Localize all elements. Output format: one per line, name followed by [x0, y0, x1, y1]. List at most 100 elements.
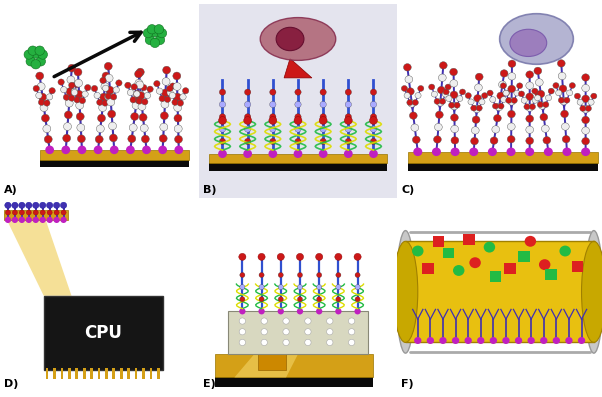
Circle shape [537, 90, 545, 98]
Circle shape [565, 337, 573, 344]
Circle shape [511, 98, 517, 103]
Circle shape [131, 84, 137, 90]
Bar [142, 368, 145, 380]
Circle shape [336, 272, 341, 278]
Circle shape [277, 253, 284, 260]
Circle shape [588, 99, 594, 105]
Circle shape [64, 123, 72, 131]
Circle shape [454, 102, 460, 108]
Circle shape [559, 85, 567, 93]
Bar [127, 368, 130, 380]
Circle shape [173, 72, 181, 80]
Circle shape [320, 126, 326, 132]
Circle shape [60, 217, 67, 223]
Circle shape [487, 90, 493, 96]
Circle shape [244, 89, 251, 95]
Circle shape [436, 99, 444, 106]
Circle shape [305, 339, 311, 345]
Circle shape [270, 114, 276, 120]
Circle shape [239, 329, 246, 335]
Circle shape [219, 89, 226, 95]
Circle shape [45, 135, 52, 143]
Circle shape [128, 89, 134, 96]
Circle shape [442, 91, 448, 97]
Circle shape [218, 150, 227, 158]
Circle shape [76, 102, 84, 109]
Circle shape [412, 246, 424, 256]
Circle shape [5, 210, 10, 215]
Circle shape [503, 90, 509, 96]
Circle shape [355, 297, 360, 302]
Circle shape [159, 95, 166, 102]
Circle shape [167, 85, 173, 92]
Circle shape [556, 90, 562, 96]
Circle shape [110, 94, 117, 100]
Circle shape [61, 210, 66, 215]
Ellipse shape [585, 231, 602, 353]
Circle shape [433, 136, 441, 143]
Circle shape [130, 97, 137, 103]
Circle shape [219, 101, 226, 108]
Circle shape [320, 89, 326, 95]
Circle shape [498, 81, 506, 88]
Circle shape [578, 337, 585, 344]
Circle shape [54, 217, 60, 223]
Circle shape [429, 84, 435, 90]
Circle shape [515, 337, 523, 344]
Circle shape [370, 126, 377, 132]
Circle shape [477, 337, 485, 344]
Polygon shape [408, 152, 598, 164]
Circle shape [138, 103, 146, 110]
Circle shape [42, 114, 49, 122]
Bar [518, 251, 530, 262]
Circle shape [355, 308, 361, 314]
Polygon shape [208, 164, 388, 171]
Circle shape [163, 66, 170, 74]
Circle shape [106, 86, 114, 94]
Circle shape [585, 106, 591, 112]
Circle shape [403, 64, 411, 71]
Circle shape [497, 92, 504, 100]
Circle shape [569, 83, 576, 89]
Bar [545, 269, 557, 280]
Circle shape [317, 297, 321, 302]
Bar [442, 247, 455, 258]
Circle shape [354, 253, 361, 260]
Circle shape [560, 98, 568, 105]
Circle shape [138, 91, 144, 97]
Circle shape [432, 91, 438, 97]
Bar [572, 261, 583, 272]
Circle shape [139, 114, 147, 121]
Circle shape [283, 329, 289, 335]
Circle shape [344, 117, 352, 124]
Circle shape [36, 92, 42, 98]
Circle shape [239, 253, 246, 260]
Circle shape [19, 202, 25, 208]
Circle shape [534, 67, 542, 75]
Circle shape [492, 126, 500, 133]
Circle shape [327, 339, 333, 345]
Circle shape [452, 337, 459, 344]
Circle shape [33, 85, 40, 92]
Circle shape [164, 96, 170, 102]
Circle shape [526, 126, 533, 133]
Circle shape [345, 89, 352, 95]
Circle shape [219, 126, 226, 132]
Bar [82, 368, 85, 380]
Circle shape [174, 104, 182, 112]
Circle shape [239, 308, 246, 314]
Circle shape [173, 93, 181, 101]
Circle shape [144, 93, 150, 98]
Circle shape [137, 92, 145, 100]
Circle shape [160, 135, 167, 143]
Circle shape [450, 114, 458, 121]
Bar [422, 263, 434, 274]
Circle shape [540, 114, 548, 121]
Circle shape [562, 148, 571, 156]
Circle shape [102, 85, 109, 91]
Circle shape [175, 146, 183, 154]
Circle shape [113, 87, 119, 93]
Circle shape [101, 83, 109, 91]
Circle shape [261, 339, 267, 345]
Circle shape [84, 85, 91, 91]
